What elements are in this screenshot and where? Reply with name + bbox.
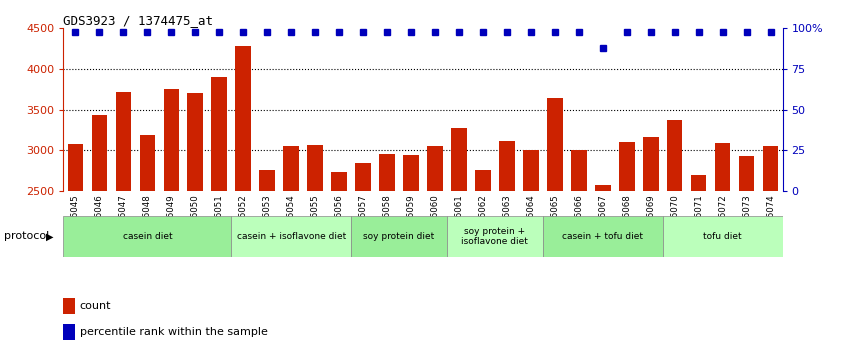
Text: casein + isoflavone diet: casein + isoflavone diet [237,232,346,241]
Bar [691,175,706,354]
Bar [68,144,83,354]
Bar [235,46,251,354]
Bar [667,120,683,354]
Bar [427,147,442,354]
Text: soy protein +
isoflavone diet: soy protein + isoflavone diet [461,227,529,246]
Bar [619,142,634,354]
Bar [260,170,275,354]
Bar [547,98,563,354]
Text: casein + tofu diet: casein + tofu diet [563,232,643,241]
Bar [307,145,323,354]
Bar [283,145,299,354]
Bar [351,216,447,257]
Bar [475,170,491,354]
Bar [163,89,179,354]
Text: percentile rank within the sample: percentile rank within the sample [80,327,267,337]
Bar [231,216,351,257]
Bar [739,156,755,354]
Bar [63,298,75,314]
Text: count: count [80,301,111,311]
Bar [63,324,75,340]
Text: soy protein diet: soy protein diet [364,232,435,241]
Bar [715,143,730,354]
Text: GDS3923 / 1374475_at: GDS3923 / 1374475_at [63,14,213,27]
Bar [499,141,514,354]
Bar [212,77,227,354]
Text: protocol: protocol [4,231,49,241]
Bar [595,185,611,354]
Bar [63,216,231,257]
Text: casein diet: casein diet [123,232,172,241]
Bar [355,164,371,354]
Bar [763,145,778,354]
Bar [332,172,347,354]
Text: ▶: ▶ [46,231,53,241]
Bar [447,216,543,257]
Bar [543,216,662,257]
Bar [379,154,395,354]
Bar [523,150,539,354]
Bar [140,135,155,354]
Bar [404,154,419,354]
Bar [643,137,658,354]
Bar [91,115,107,354]
Bar [662,216,783,257]
Bar [116,92,131,354]
Bar [451,129,467,354]
Bar [571,150,586,354]
Text: tofu diet: tofu diet [703,232,742,241]
Bar [188,93,203,354]
